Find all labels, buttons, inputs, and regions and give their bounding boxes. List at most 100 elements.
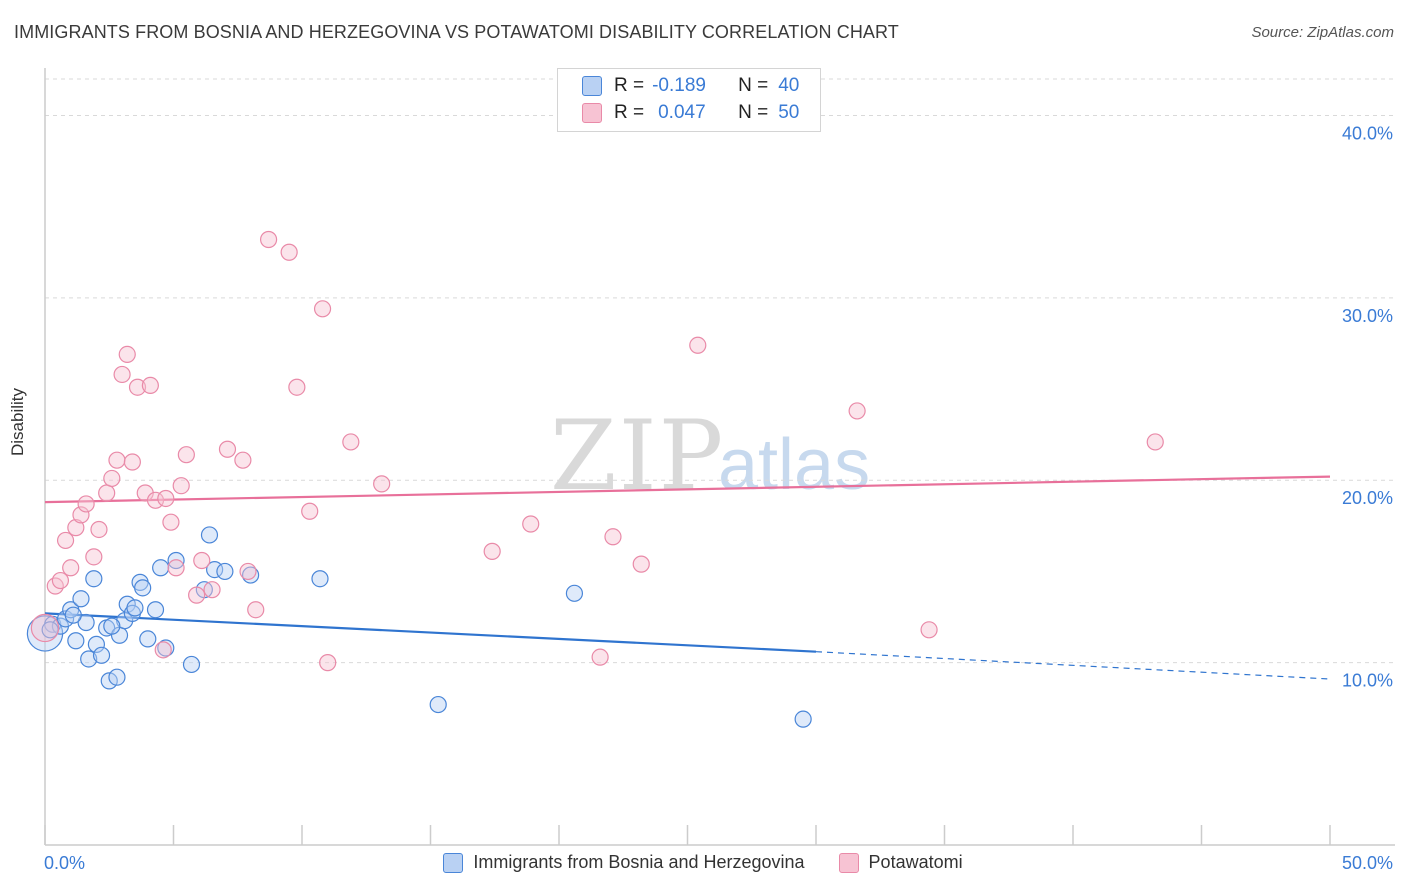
point-bosnia xyxy=(103,617,121,635)
point-potawatomi xyxy=(239,562,257,581)
point-potawatomi xyxy=(591,648,609,666)
stats-legend-box: R = -0.189 N = 40 R = 0.047 N = 50 xyxy=(557,68,821,132)
point-potawatomi xyxy=(288,378,306,396)
point-potawatomi xyxy=(342,433,360,451)
data-points xyxy=(26,230,1164,728)
point-bosnia xyxy=(157,639,175,657)
n-value-series2: 50 xyxy=(778,102,800,123)
point-potawatomi xyxy=(632,555,650,573)
point-potawatomi xyxy=(118,345,136,363)
point-potawatomi xyxy=(203,581,221,599)
point-bosnia xyxy=(134,579,152,597)
point-bosnia xyxy=(108,668,126,686)
point-potawatomi xyxy=(689,336,707,354)
point-potawatomi xyxy=(108,451,126,469)
point-potawatomi xyxy=(51,571,70,590)
point-potawatomi xyxy=(56,531,75,550)
point-bosnia xyxy=(429,695,447,714)
point-potawatomi xyxy=(141,376,159,394)
point-bosnia xyxy=(200,526,219,544)
point-bosnia xyxy=(67,632,85,650)
point-potawatomi xyxy=(1146,433,1164,451)
stats-row-series1: R = -0.189 N = 40 xyxy=(582,73,799,99)
point-bosnia xyxy=(146,601,165,619)
y-tick-label: 40.0% xyxy=(1342,123,1393,143)
point-potawatomi xyxy=(373,475,391,493)
point-potawatomi xyxy=(313,300,332,318)
point-bosnia xyxy=(311,570,329,588)
point-bosnia xyxy=(152,559,170,577)
x-tick-label-end: 50.0% xyxy=(1342,853,1393,873)
point-potawatomi xyxy=(483,542,501,560)
point-potawatomi xyxy=(67,519,85,537)
axes xyxy=(44,68,1395,846)
legend-label-series2: Potawatomi xyxy=(868,852,963,872)
point-potawatomi xyxy=(218,440,237,458)
tick-labels: 10.0% 20.0% 30.0% 40.0% 0.0% 50.0% xyxy=(44,123,1393,873)
point-bosnia xyxy=(85,570,103,588)
y-tick-label: 10.0% xyxy=(1342,671,1393,691)
point-potawatomi xyxy=(193,551,211,570)
point-bosnia xyxy=(72,590,90,608)
point-potawatomi xyxy=(162,513,180,531)
trend-line-potawatomi xyxy=(44,475,1331,504)
y-tick-label: 20.0% xyxy=(1342,488,1393,508)
point-potawatomi xyxy=(167,559,185,577)
point-bosnia xyxy=(216,562,234,581)
point-potawatomi xyxy=(188,586,206,604)
point-potawatomi xyxy=(123,453,141,471)
legend-swatch-series1 xyxy=(443,852,464,873)
r-value-series1: -0.189 xyxy=(652,75,706,96)
point-potawatomi xyxy=(90,520,108,539)
point-potawatomi xyxy=(604,528,622,546)
point-potawatomi xyxy=(113,365,131,384)
chart-title: IMMIGRANTS FROM BOSNIA AND HERZEGOVINA V… xyxy=(14,22,899,42)
point-potawatomi xyxy=(30,613,60,643)
point-potawatomi xyxy=(301,502,319,520)
point-potawatomi xyxy=(62,559,80,577)
n-label: N = xyxy=(738,75,769,96)
point-potawatomi xyxy=(172,477,190,495)
legend-label-series1: Immigrants from Bosnia and Herzegovina xyxy=(473,852,805,872)
point-potawatomi xyxy=(247,601,265,619)
point-potawatomi xyxy=(72,506,90,524)
point-potawatomi xyxy=(280,243,298,261)
trend-line-bosnia xyxy=(44,612,817,653)
point-potawatomi xyxy=(85,548,103,566)
legend-item-series1[interactable]: Immigrants from Bosnia and Herzegovina xyxy=(443,852,805,873)
point-bosnia xyxy=(64,606,82,624)
point-bosnia xyxy=(87,635,106,653)
point-bosnia xyxy=(77,613,95,632)
legend-item-series2[interactable]: Potawatomi xyxy=(838,852,963,873)
point-bosnia xyxy=(126,599,144,617)
n-label: N = xyxy=(738,102,769,123)
point-bosnia xyxy=(92,646,111,664)
point-bosnia xyxy=(182,655,201,674)
point-potawatomi xyxy=(234,451,252,469)
r-label: R = xyxy=(614,75,645,96)
r-label: R = xyxy=(614,102,645,123)
point-bosnia xyxy=(139,630,157,648)
trend-lines xyxy=(44,475,1331,680)
r-value-series2: 0.047 xyxy=(658,102,706,123)
point-potawatomi xyxy=(103,469,121,488)
point-potawatomi xyxy=(920,621,938,639)
source-credit: Source: ZipAtlas.com xyxy=(1251,24,1394,41)
point-potawatomi xyxy=(848,402,866,420)
point-potawatomi xyxy=(77,495,95,513)
series1-swatch xyxy=(582,76,602,96)
bottom-legend: Immigrants from Bosnia and Herzegovina P… xyxy=(0,852,1406,873)
point-potawatomi xyxy=(319,654,337,672)
point-potawatomi xyxy=(177,446,195,464)
point-bosnia xyxy=(794,710,812,728)
point-potawatomi xyxy=(259,230,278,249)
point-potawatomi xyxy=(157,489,175,508)
stats-row-series2: R = 0.047 N = 50 xyxy=(582,100,799,126)
point-bosnia xyxy=(167,551,185,570)
legend-swatch-series2 xyxy=(838,852,859,873)
point-potawatomi xyxy=(128,378,147,396)
point-bosnia xyxy=(565,584,584,602)
point-potawatomi xyxy=(522,515,540,533)
y-axis-label: Disability xyxy=(8,387,27,456)
